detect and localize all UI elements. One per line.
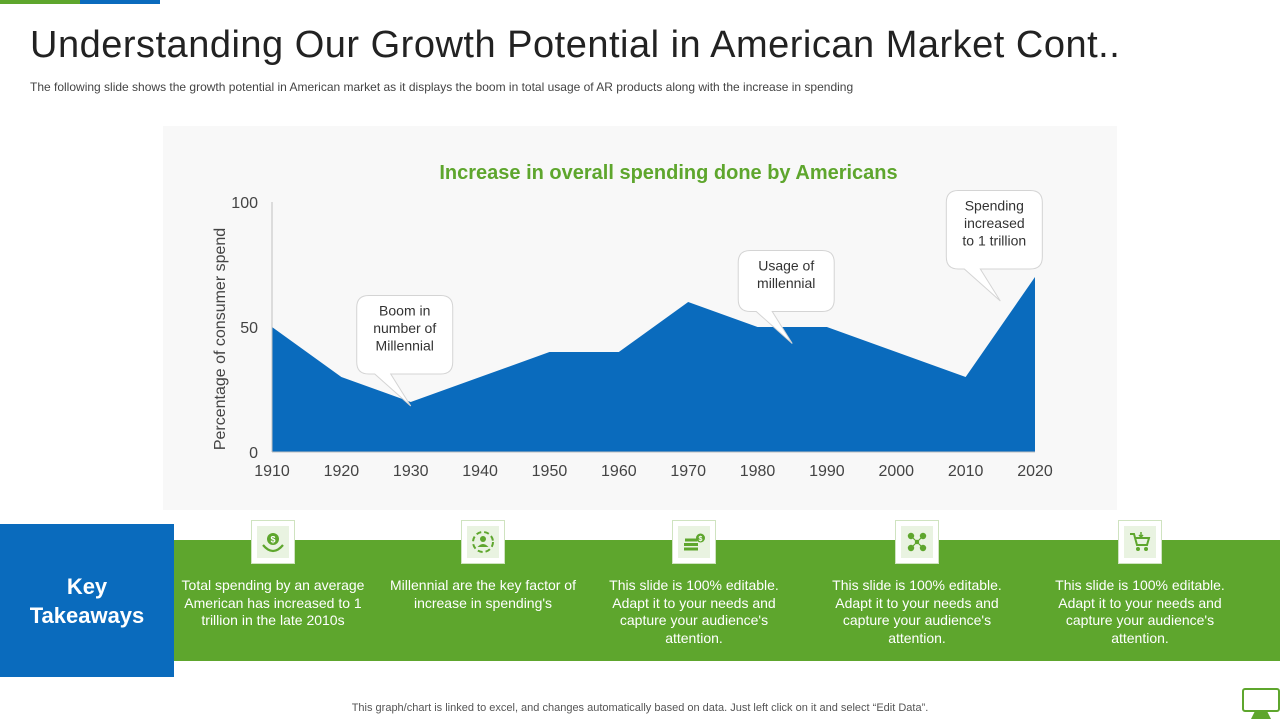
annotation-text: Usage of millennial bbox=[757, 258, 815, 292]
x-tick-label: 1920 bbox=[324, 463, 360, 480]
area-chart[interactable]: Increase in overall spending done by Ame… bbox=[163, 126, 1117, 510]
annotation-line: millennial bbox=[757, 275, 815, 291]
x-tick-label: 1970 bbox=[670, 463, 706, 480]
x-tick-label: 2000 bbox=[878, 463, 914, 480]
svg-text:$: $ bbox=[699, 536, 703, 543]
takeaway-item: This slide is 100% editable. Adapt it to… bbox=[822, 520, 1012, 647]
x-tick-label: 1990 bbox=[809, 463, 845, 480]
takeaway-item: $ Total spending by an average American … bbox=[178, 520, 368, 630]
takeaway-text-1: Total spending by an average American ha… bbox=[181, 577, 365, 628]
people-circle-icon bbox=[461, 520, 505, 564]
y-tick-label: 0 bbox=[249, 445, 258, 462]
money-hand-icon: $ bbox=[251, 520, 295, 564]
network-people-icon bbox=[895, 520, 939, 564]
x-tick-label: 1930 bbox=[393, 463, 429, 480]
x-tick-label: 1950 bbox=[532, 463, 568, 480]
chart-title: Increase in overall spending done by Ame… bbox=[439, 162, 897, 184]
annotation-callout bbox=[356, 295, 454, 407]
annotation-line: Spending bbox=[965, 198, 1024, 214]
x-tick-label: 1960 bbox=[601, 463, 637, 480]
x-tick-label: 1980 bbox=[740, 463, 776, 480]
takeaways-band bbox=[0, 540, 1280, 661]
annotation-line: Boom in bbox=[379, 303, 430, 319]
annotation-line: number of bbox=[373, 320, 436, 336]
y-axis-label: Percentage of consumer spend bbox=[212, 228, 229, 450]
page-title: Understanding Our Growth Potential in Am… bbox=[30, 24, 1121, 66]
takeaway-text-4: This slide is 100% editable. Adapt it to… bbox=[832, 577, 1002, 646]
takeaway-item: This slide is 100% editable. Adapt it to… bbox=[1045, 520, 1235, 647]
annotation-line: Usage of bbox=[758, 258, 814, 274]
annotation-callout bbox=[737, 250, 835, 344]
takeaway-item: $ This slide is 100% editable. Adapt it … bbox=[599, 520, 789, 647]
key-takeaways-line2: Takeaways bbox=[29, 602, 145, 628]
annotation-text: Spending increased to 1 trillion bbox=[962, 198, 1026, 249]
x-tick-label: 1940 bbox=[462, 463, 498, 480]
top-accent-green bbox=[0, 0, 80, 4]
top-accent-blue bbox=[80, 0, 160, 4]
takeaway-item: Millennial are the key factor of increas… bbox=[388, 520, 578, 612]
key-takeaways-line1: Key bbox=[66, 573, 108, 599]
x-tick-label: 2020 bbox=[1017, 463, 1053, 480]
takeaway-text-2: Millennial are the key factor of increas… bbox=[390, 577, 576, 611]
monitor-icon bbox=[1242, 688, 1280, 719]
annotation-text: Boom in number of Millennial bbox=[373, 303, 436, 354]
page-subtitle: The following slide shows the growth pot… bbox=[30, 80, 854, 94]
annotation-callout bbox=[945, 190, 1043, 302]
y-tick-label: 100 bbox=[231, 195, 258, 212]
takeaway-text-5: This slide is 100% editable. Adapt it to… bbox=[1055, 577, 1225, 646]
annotation-line: increased bbox=[964, 215, 1025, 231]
chart-panel[interactable]: Increase in overall spending done by Ame… bbox=[163, 126, 1117, 510]
x-tick-label: 1910 bbox=[254, 463, 290, 480]
shopping-cart-icon bbox=[1118, 520, 1162, 564]
cash-stack-icon: $ bbox=[672, 520, 716, 564]
takeaway-text-3: This slide is 100% editable. Adapt it to… bbox=[609, 577, 779, 646]
area-series bbox=[272, 277, 1035, 452]
key-takeaways-label: Key Takeaways bbox=[0, 524, 174, 677]
footer-note: This graph/chart is linked to excel, and… bbox=[351, 702, 929, 714]
annotation-line: Millennial bbox=[376, 338, 434, 354]
svg-text:$: $ bbox=[270, 535, 275, 545]
y-tick-label: 50 bbox=[240, 320, 258, 337]
annotation-line: to 1 trillion bbox=[962, 233, 1026, 249]
x-tick-label: 2010 bbox=[948, 463, 984, 480]
